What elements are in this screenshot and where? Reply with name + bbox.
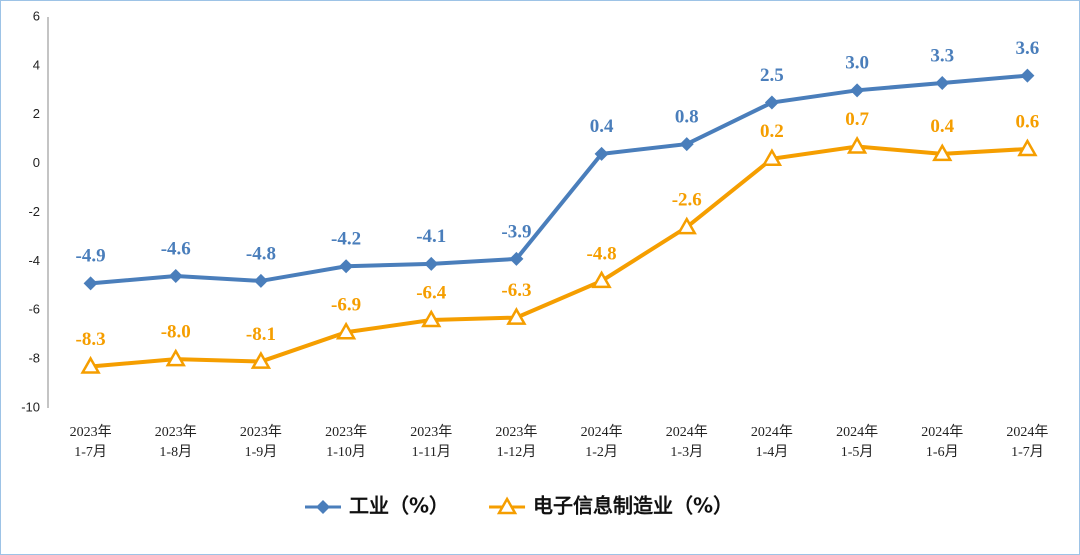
- x-tick-label: 2023年 1-10月: [325, 424, 367, 460]
- x-tick-label: 2024年 1-4月: [751, 424, 793, 460]
- marker: [424, 256, 439, 271]
- value-label: -3.9: [501, 221, 531, 242]
- x-tick-label: 2024年 1-3月: [666, 424, 708, 460]
- marker: [850, 83, 865, 98]
- marker: [591, 270, 612, 289]
- x-tick-label: 2023年 1-8月: [155, 424, 197, 460]
- y-tick-label: -8: [28, 351, 40, 366]
- value-label: -4.8: [246, 243, 276, 264]
- marker: [168, 269, 183, 284]
- y-tick-label: 0: [33, 155, 40, 170]
- marker: [165, 348, 186, 367]
- value-label: -6.3: [501, 280, 531, 301]
- value-label: -4.1: [416, 226, 446, 247]
- value-label: -4.8: [587, 243, 617, 264]
- marker: [83, 276, 98, 291]
- legend-label: 工业（%）: [349, 494, 449, 518]
- value-label: 0.4: [590, 116, 614, 137]
- marker: [506, 307, 527, 325]
- marker: [80, 355, 101, 374]
- marker: [250, 351, 272, 369]
- value-label: 0.7: [845, 109, 869, 130]
- value-label: -8.1: [246, 324, 276, 345]
- value-label: -4.2: [331, 229, 361, 250]
- value-label: -8.3: [76, 329, 106, 350]
- value-label: -6.9: [331, 295, 361, 316]
- value-label: -4.9: [76, 246, 106, 267]
- value-label: 0.2: [760, 121, 784, 142]
- value-label: 3.0: [845, 53, 869, 74]
- x-tick-label: 2024年 1-2月: [581, 424, 623, 460]
- marker: [335, 321, 357, 340]
- x-tick-label: 2023年 1-7月: [70, 424, 112, 460]
- marker: [253, 273, 268, 288]
- x-tick-label: 2023年 1-9月: [240, 424, 282, 460]
- value-label: -2.6: [672, 190, 702, 211]
- y-tick-label: -10: [21, 399, 40, 414]
- marker: [761, 148, 783, 166]
- value-label: -4.6: [161, 238, 191, 259]
- y-tick-label: 2: [33, 106, 40, 121]
- y-tick-label: -6: [28, 302, 40, 317]
- marker: [676, 216, 697, 235]
- marker: [764, 95, 779, 110]
- legend-label: 电子信息制造业（%）: [533, 494, 733, 518]
- marker: [846, 135, 868, 154]
- marker: [935, 75, 950, 90]
- x-tick-label: 2024年 1-7月: [1006, 424, 1048, 460]
- marker: [932, 143, 953, 162]
- value-label: 0.8: [675, 106, 699, 127]
- y-tick-label: 6: [33, 8, 40, 23]
- series-line: [90, 73, 1028, 286]
- y-tick-label: -2: [28, 204, 40, 219]
- marker: [509, 251, 524, 266]
- x-tick-label: 2023年 1-12月: [495, 424, 537, 460]
- x-tick-label: 2024年 1-5月: [836, 424, 878, 460]
- value-label: 0.6: [1016, 111, 1040, 132]
- value-label: 2.5: [760, 65, 784, 86]
- x-tick-label: 2023年 1-11月: [410, 424, 452, 460]
- value-label: -8.0: [161, 321, 191, 342]
- marker: [594, 146, 609, 161]
- marker: [339, 259, 354, 274]
- series-line: [90, 144, 1028, 369]
- y-tick-label: -4: [28, 253, 40, 268]
- marker: [679, 137, 694, 152]
- value-label: 3.3: [930, 45, 954, 66]
- value-label: 0.4: [930, 116, 954, 137]
- marker: [1017, 138, 1038, 157]
- marker: [1020, 68, 1035, 83]
- legend-item: 电子信息制造业（%）: [489, 494, 733, 518]
- marker: [316, 500, 330, 514]
- value-label: -6.4: [416, 282, 447, 303]
- legend-item: 工业（%）: [305, 494, 449, 518]
- x-tick-label: 2024年 1-6月: [921, 424, 963, 460]
- y-tick-label: 4: [33, 57, 40, 72]
- marker: [421, 309, 442, 328]
- marker: [496, 496, 518, 515]
- value-label: 3.6: [1016, 38, 1040, 59]
